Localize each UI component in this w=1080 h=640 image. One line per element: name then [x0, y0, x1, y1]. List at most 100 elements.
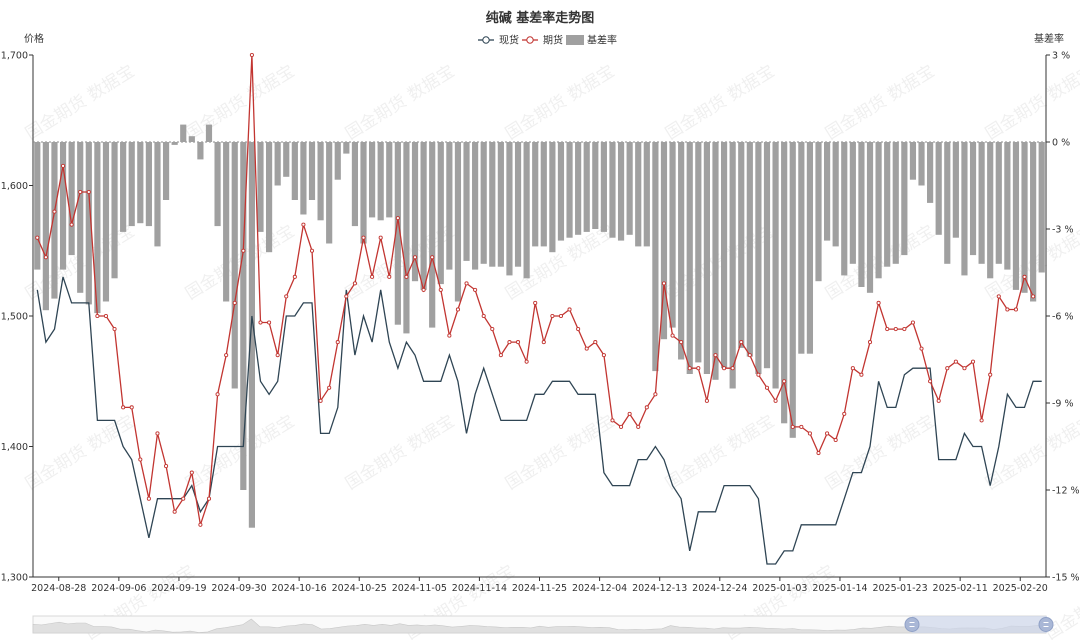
x-axis-ticks: 2024-08-28 2024-09-06 2024-09-19 2024-09-30…: [31, 577, 1048, 594]
futures-point: [60, 163, 66, 168]
futures-point: [644, 405, 649, 410]
zoom-preview: [32, 618, 1047, 634]
x-tick-label: 2025-01-03: [752, 583, 807, 594]
futures-point: [842, 411, 847, 416]
basis-rate-bar: [866, 142, 874, 293]
basis-rate-bar: [969, 142, 977, 256]
watermark-text: 国金期货 数据宝: [502, 61, 618, 144]
basis-rate-bar: [823, 142, 831, 241]
legend[interactable]: 现货 期货 基差率: [478, 34, 617, 47]
futures-point: [1022, 274, 1027, 279]
watermark-text: 国金期货 数据宝: [502, 411, 618, 494]
futures-point: [885, 326, 890, 332]
basis-rate-bar: [609, 142, 616, 238]
futures-point: [370, 274, 375, 279]
legend-bar-icon: [566, 35, 584, 45]
futures-point: [421, 287, 426, 292]
legend-label[interactable]: 基差率: [587, 34, 617, 47]
basis-rate-bar: [437, 142, 444, 285]
right-tick-label: -15 %: [1052, 573, 1080, 584]
basis-rate-bar: [995, 142, 1002, 264]
basis-rate-bar: [145, 142, 152, 227]
futures-point: [533, 300, 538, 306]
basis-rate-bar: [248, 142, 256, 528]
futures-point: [524, 359, 529, 364]
right-tick-label: 3 %: [1052, 51, 1070, 62]
zoom-window[interactable]: [912, 616, 1047, 633]
x-tick-label: 2024-08-28: [31, 583, 86, 594]
futures-point: [816, 450, 821, 456]
basis-rate-bar: [909, 142, 917, 180]
basis-rate-bar: [532, 142, 539, 247]
legend-label[interactable]: 期货: [543, 34, 563, 47]
zoom-handle[interactable]: [904, 617, 920, 632]
futures-point: [189, 470, 194, 475]
basis-rate-bar: [77, 142, 84, 293]
basis-rate-bar: [901, 142, 908, 256]
basis-rate-bars: [34, 124, 1045, 528]
watermark-text: 国金期货 数据宝: [982, 411, 1080, 494]
basis-rate-bar: [1030, 142, 1037, 302]
futures-point: [945, 366, 950, 371]
basis-rate-bar: [815, 142, 822, 282]
futures-point: [490, 326, 495, 332]
futures-point: [378, 235, 383, 240]
basis-rate-bar: [738, 142, 745, 348]
basis-rate-bar: [1004, 142, 1011, 270]
basis-rate-bar: [600, 142, 607, 232]
basis-rate-bar: [635, 142, 642, 247]
x-tick-label: 2025-01-23: [872, 583, 927, 594]
futures-point: [679, 340, 684, 345]
x-tick-label: 2025-02-20: [993, 583, 1048, 594]
futures-point: [953, 359, 958, 364]
futures-point: [481, 313, 486, 319]
futures-point: [1031, 294, 1036, 299]
basis-rate-bar: [1012, 142, 1020, 290]
basis-rate-bar: [566, 142, 573, 238]
basis-rate-bar: [806, 142, 814, 354]
basis-rate-bar: [317, 142, 324, 221]
futures-point: [249, 52, 254, 58]
basis-rate-bar: [429, 142, 436, 328]
x-tick-label: 2024-10-25: [332, 583, 387, 594]
y-axis-ticks: 1,300 1,400 1,500 1,600 1,700 -15 % -12 % -9 % -…: [1, 51, 1080, 584]
futures-point: [936, 398, 941, 403]
basis-rate-bar: [944, 142, 951, 264]
futures-point: [722, 366, 727, 371]
basis-rate-bar: [746, 142, 753, 357]
basis-rate-bar: [772, 142, 779, 389]
futures-point: [361, 235, 366, 240]
left-tick-label: 1,700: [1, 51, 28, 62]
basis-rate-bar: [42, 142, 49, 311]
futures-point: [215, 392, 220, 397]
x-tick-label: 2024-11-05: [392, 583, 447, 594]
futures-point: [988, 372, 993, 377]
basis-rate-bar: [841, 142, 848, 276]
watermark-text: 国金期货 数据宝: [22, 61, 138, 144]
futures-point: [550, 313, 555, 319]
basis-rate-bar: [120, 142, 127, 232]
futures-point: [155, 431, 160, 436]
right-tick-label: -3 %: [1052, 225, 1074, 236]
watermark-text: 国金期货 数据宝: [662, 61, 778, 144]
futures-point: [807, 431, 812, 436]
x-tick-label: 2025-02-11: [933, 583, 988, 594]
basis-rate-bar: [137, 142, 144, 224]
futures-point: [335, 340, 340, 345]
data-zoom-slider[interactable]: [32, 615, 1054, 634]
basis-rate-bar: [411, 142, 419, 282]
legend-label[interactable]: 现货: [499, 34, 519, 47]
basis-rate-bar: [34, 142, 41, 270]
basis-rate-bar: [274, 142, 281, 186]
basis-rate-bar: [884, 142, 891, 267]
futures-point: [730, 366, 735, 371]
futures-point: [1013, 307, 1019, 312]
watermark-text: 国金期货 数据宝: [982, 61, 1080, 144]
basis-rate-bar: [446, 142, 453, 270]
futures-point: [747, 353, 752, 358]
futures-point: [292, 274, 297, 279]
watermark-text: 国金期货 数据宝: [182, 411, 298, 494]
basis-rate-bar: [472, 142, 479, 270]
zoom-handle[interactable]: [1038, 617, 1054, 632]
